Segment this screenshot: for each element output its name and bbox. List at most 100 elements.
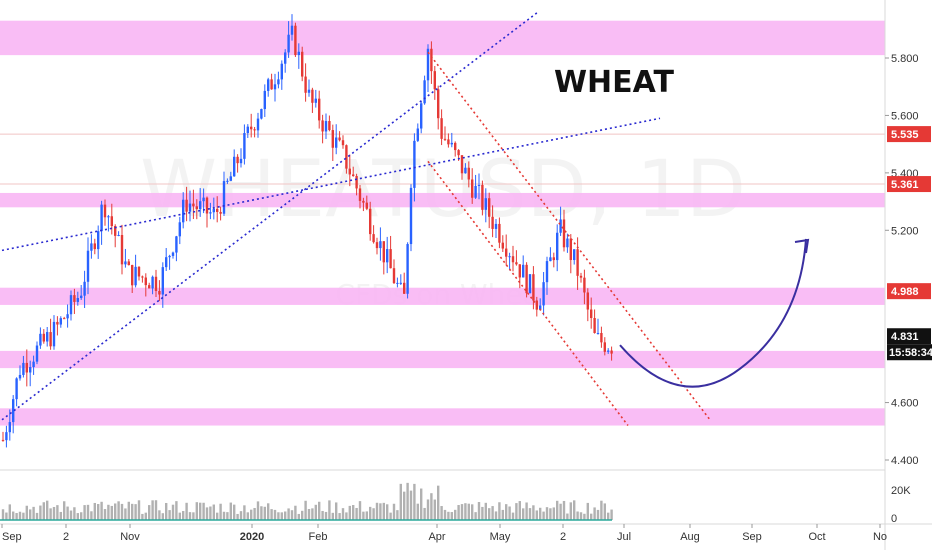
candle-body — [144, 277, 147, 286]
volume-bar — [39, 505, 42, 520]
volume-bar — [522, 508, 525, 520]
volume-bar — [413, 483, 416, 520]
candle-body — [114, 226, 117, 236]
candle-body — [39, 333, 42, 346]
candle-body — [467, 167, 470, 180]
time-tick-label: 2 — [63, 531, 69, 543]
zone-3 — [0, 287, 885, 305]
zone-1 — [0, 20, 885, 56]
volume-bar — [515, 503, 518, 520]
watermark-symbol: WHEATUSD, 1D — [140, 145, 746, 235]
volume-bar — [596, 509, 600, 520]
volume-bar — [576, 511, 579, 520]
volume-bar — [484, 502, 487, 520]
volume-bar — [528, 508, 532, 520]
candle-body — [562, 219, 566, 248]
candle-body — [236, 156, 239, 164]
volume-bar — [131, 503, 134, 520]
candle-body — [603, 342, 606, 352]
volume-bar — [593, 507, 596, 520]
channel-line-3 — [427, 51, 711, 421]
candle-body — [488, 198, 491, 217]
countdown-label: 15:58:34 — [889, 347, 932, 359]
volume-bar — [12, 511, 15, 520]
volume-bar — [301, 510, 304, 520]
volume-bar — [154, 500, 158, 520]
time-tick-label: Aug — [680, 531, 700, 543]
volume-bar — [5, 512, 8, 520]
volume-bar — [97, 504, 100, 520]
volume-bar — [382, 502, 385, 520]
volume-bar — [233, 504, 236, 520]
volume-bar — [93, 502, 96, 520]
candle-body — [505, 248, 508, 257]
volume-bar — [440, 506, 443, 520]
candle-body — [246, 126, 249, 134]
volume-bar — [46, 500, 49, 520]
candle-body — [579, 275, 583, 278]
candle-body — [389, 249, 392, 269]
candle-body — [610, 350, 613, 354]
price-tag-label: 5.361 — [891, 179, 919, 191]
volume-bar — [331, 512, 334, 520]
time-tick-label: May — [490, 531, 511, 543]
price-tick-label: 5.200 — [891, 225, 919, 237]
volume-bar — [518, 501, 521, 520]
volume-bar — [263, 506, 266, 520]
projection-arrowhead — [794, 238, 810, 254]
candle-body — [348, 168, 351, 175]
candle-body — [596, 332, 600, 334]
volume-bar — [610, 509, 613, 520]
volume-bar — [338, 513, 341, 520]
volume-bars — [1, 482, 613, 520]
volume-bar — [192, 512, 195, 520]
volume-bar — [559, 503, 562, 520]
candle-body — [260, 109, 263, 119]
candle-body — [137, 266, 141, 277]
volume-bar — [511, 512, 515, 520]
candle-body — [552, 257, 555, 261]
volume-bar — [406, 482, 409, 520]
volume-bar — [239, 511, 243, 520]
candle-body — [549, 257, 552, 262]
candle-body — [430, 48, 433, 72]
volume-bar — [409, 490, 413, 520]
volume-bar — [195, 502, 198, 520]
volume-bar — [416, 503, 419, 520]
candle-body — [457, 150, 460, 156]
candle-body — [103, 204, 107, 218]
volume-bar — [199, 502, 202, 520]
volume-bar — [42, 502, 45, 520]
candle-body — [287, 34, 290, 53]
time-tick-label: Apr — [428, 531, 445, 543]
volume-bar — [552, 507, 555, 520]
candle-body — [29, 367, 32, 373]
candle-body — [406, 244, 409, 294]
candle-body — [185, 199, 188, 212]
volume-bar — [114, 503, 117, 520]
candle-body — [290, 25, 294, 35]
volume-bar — [243, 505, 246, 520]
volume-bar — [73, 507, 76, 520]
volume-bar — [175, 501, 178, 520]
candle-body — [416, 128, 419, 141]
candle-body — [273, 84, 277, 90]
candle-body — [590, 309, 593, 319]
candle-body — [175, 236, 178, 253]
volume-bar — [284, 511, 287, 520]
candle-body — [267, 79, 270, 91]
volume-bar — [1, 509, 5, 520]
volume-bar — [22, 512, 25, 520]
candle-body — [52, 321, 56, 347]
price-tag-label: 5.535 — [891, 129, 919, 141]
price-tag-4 — [887, 328, 931, 345]
volume-bar — [90, 511, 93, 520]
channel-line-4 — [427, 160, 629, 427]
volume-bar — [341, 508, 345, 520]
candle-body — [25, 362, 28, 373]
candle-body — [46, 332, 49, 342]
volume-bar — [32, 506, 35, 520]
candle-body — [522, 264, 525, 278]
